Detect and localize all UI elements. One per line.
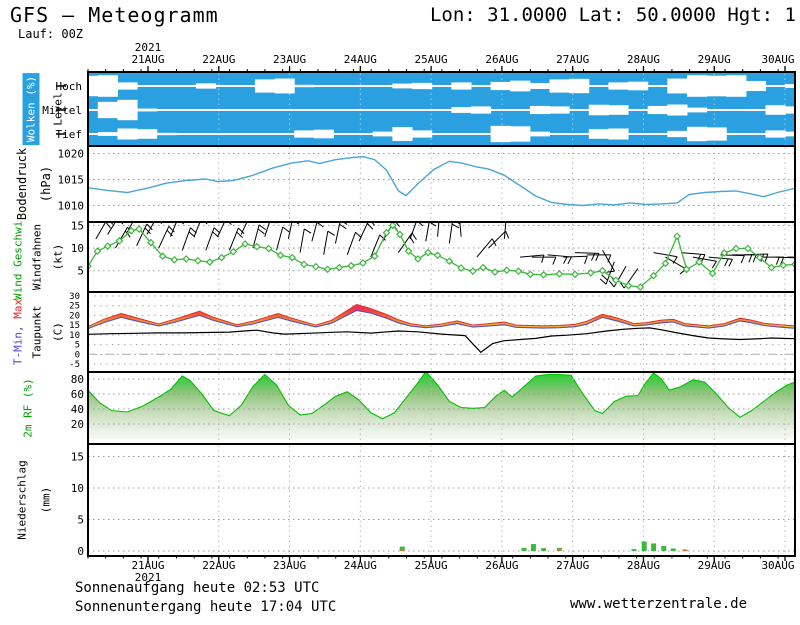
- wind-unit-label: (kt): [51, 243, 65, 271]
- pressure-panel-border: [87, 145, 796, 223]
- svg-text:15: 15: [71, 451, 84, 464]
- precip-bars: [399, 541, 688, 551]
- temp-panel-border: [87, 291, 796, 373]
- svg-text:5: 5: [77, 265, 84, 278]
- wind-speed-line: [88, 222, 795, 291]
- precip-panel-label: Niederschlag: [15, 460, 29, 540]
- pressure-line: [88, 155, 795, 207]
- top-date-label: 26AUG: [485, 53, 518, 66]
- temp-max-label: Max: [11, 298, 25, 326]
- temp-min-label: T-Min,: [11, 325, 25, 366]
- bottom-date-label: 21AUG: [131, 559, 164, 572]
- pr-panel-border: [87, 443, 796, 557]
- top-year-label: 2021: [135, 41, 162, 54]
- svg-text:1020: 1020: [58, 148, 85, 161]
- coordinates-label: Lon: 31.0000 Lat: 50.0000 Hgt: 1: [429, 4, 796, 26]
- svg-text:20: 20: [69, 311, 80, 321]
- bottom-date-label: 26AUG: [485, 559, 518, 572]
- top-date-label: 23AUG: [273, 53, 306, 66]
- dewpoint-line: [88, 327, 795, 354]
- svg-text:5: 5: [75, 341, 80, 351]
- svg-text:-5: -5: [69, 360, 80, 370]
- bottom-date-label: 22AUG: [202, 559, 235, 572]
- cloud-cover-blobs: [88, 75, 795, 143]
- page-title: GFS – Meteogramm: [10, 3, 219, 27]
- svg-text:0: 0: [75, 350, 80, 360]
- svg-text:1015: 1015: [58, 174, 85, 187]
- bottom-year-label: 2021: [135, 571, 162, 584]
- precip-unit-label: (mm): [39, 486, 53, 514]
- svg-text:10: 10: [71, 242, 84, 255]
- svg-text:1010: 1010: [58, 200, 85, 213]
- cloud-row-label-tief: Tief: [55, 128, 83, 141]
- svg-text:10: 10: [71, 482, 84, 495]
- top-date-label: 22AUG: [202, 53, 235, 66]
- humidity-panel-label: 2m RF (%): [21, 378, 35, 438]
- svg-text:25: 25: [69, 302, 80, 312]
- svg-text:40: 40: [71, 403, 84, 416]
- top-date-label: 25AUG: [415, 53, 448, 66]
- bottom-date-label: 24AUG: [344, 559, 377, 572]
- pressure-unit-label: (hPa): [39, 165, 53, 203]
- svg-text:0: 0: [77, 545, 84, 558]
- svg-text:15: 15: [69, 321, 80, 331]
- svg-text:30: 30: [69, 292, 80, 302]
- bottom-date-label: 30AUG: [761, 559, 794, 572]
- top-date-label: 29AUG: [698, 53, 731, 66]
- wind-barb-label: Windfahnen: [30, 223, 44, 291]
- humidity-area: [88, 372, 795, 439]
- temp-minmax-label: T-Min, Max: [12, 299, 25, 365]
- cloud-row-label-mittel: Mittel: [42, 104, 82, 117]
- bottom-date-label: 25AUG: [415, 559, 448, 572]
- svg-text:5: 5: [77, 514, 84, 527]
- sunrise-text: Sonnenaufgang heute 02:53 UTC: [75, 580, 320, 596]
- top-date-label: 21AUG: [131, 53, 164, 66]
- pressure-panel-label: Bodendruck: [15, 147, 29, 221]
- clouds-panel-label: Wolken (%): [22, 72, 40, 146]
- temp-unit-label: (C): [51, 322, 65, 342]
- svg-text:80: 80: [71, 373, 84, 386]
- temperature-band: [88, 303, 795, 330]
- top-date-label: 28AUG: [627, 53, 660, 66]
- sunset-text: Sonnenuntergang heute 17:04 UTC: [75, 599, 337, 615]
- bottom-date-label: 28AUG: [627, 559, 660, 572]
- wind-speed-label: Wind Geschwi.: [11, 213, 25, 301]
- model-run-label: Lauf: 00Z: [18, 27, 84, 41]
- svg-text:60: 60: [71, 388, 84, 401]
- svg-text:20: 20: [71, 418, 84, 431]
- bottom-date-label: 29AUG: [698, 559, 731, 572]
- bottom-date-label: 23AUG: [273, 559, 306, 572]
- top-date-label: 30AUG: [761, 53, 794, 66]
- svg-text:15: 15: [71, 219, 84, 232]
- dewpoint-label: Taupunkt: [30, 305, 44, 359]
- bottom-date-label: 27AUG: [556, 559, 589, 572]
- top-date-label: 27AUG: [556, 53, 589, 66]
- website-credit: www.wetterzentrale.de: [570, 596, 748, 612]
- cloud-row-label-hoch: Hoch: [55, 80, 83, 93]
- top-date-label: 24AUG: [344, 53, 377, 66]
- svg-text:10: 10: [69, 331, 80, 341]
